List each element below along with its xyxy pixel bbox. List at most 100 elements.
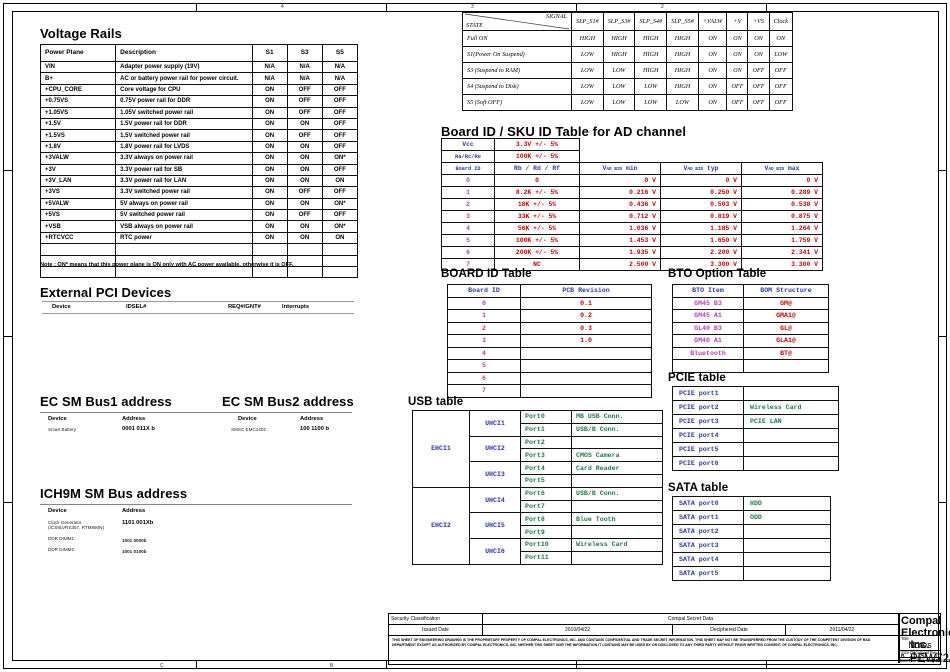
board-id-cell: 1 (447, 309, 521, 323)
table-cell: ON (251, 186, 288, 199)
zone-label: 4 (281, 4, 284, 10)
table-row: EHCI1 UHCI1 Port0 MB USB Conn. (412, 410, 663, 488)
col-header-reqgnt: REQ#/GNT# (228, 304, 261, 310)
uhci-cell: UHCI1 (469, 410, 521, 437)
vad-typ-cell: 0 V (660, 174, 742, 187)
table-cell: OFF (321, 106, 359, 119)
pcb-revision-cell (520, 371, 652, 385)
state-label: S3 (Suspend to RAM) (462, 62, 572, 79)
divider (899, 650, 940, 651)
pcb-revision-cell: 0.2 (520, 309, 652, 323)
table-cell: +0.75VS (39, 95, 117, 108)
board-id-cell: 1 (441, 186, 495, 199)
port-cell: Port1 (520, 422, 572, 437)
pcie-device-cell (743, 442, 839, 457)
table-row: SATA port3 (672, 538, 831, 553)
col-header-board-id: Board ID (441, 162, 495, 175)
ec-bus1-col-device: Device (48, 416, 67, 422)
frame-tick (938, 170, 947, 171)
table-row: UHCI6 Port10 Wireless Card (413, 537, 663, 565)
table-cell: +CPU_CORE (39, 83, 117, 97)
table-row: PCIE port2 Wireless Card (672, 400, 839, 415)
table-cell: ON (251, 209, 288, 222)
board-id-table: Board ID PCB Revision 0 0.1 1 0.2 2 0.3 3 1.0 4 5 6 7 (447, 284, 652, 398)
sata-device-cell (743, 524, 831, 539)
resistor-cell: 18K +/- 5% (494, 198, 580, 211)
port-cell: Port0 (520, 410, 572, 424)
board-id-cell: 6 (441, 246, 495, 259)
vad-min-cell: 1.935 V (579, 246, 661, 259)
ich9m-address-1: 1001 0000b (122, 538, 147, 543)
table-cell: ON (286, 231, 323, 245)
table-row: +CPU_CORE Core voltage for CPU ON OFF OFF (39, 83, 359, 97)
table-cell: HIGH (634, 62, 668, 79)
pcie-device-cell (743, 428, 839, 443)
table-cell: +3V (39, 163, 117, 176)
board-id-cell: 3 (447, 334, 521, 348)
port-desc-cell: Blue Tooth (571, 512, 663, 527)
port-desc-cell (571, 435, 663, 450)
table-row: PCIE port6 (672, 456, 839, 471)
table-header-row: Board ID Rb / Rd / Rf VAD_BID min VAD_BID t… (441, 162, 823, 175)
table-cell: 1.5V power rail for DDR (115, 117, 253, 131)
table-row: +RTCVCC RTC power ON ON ON (39, 231, 359, 245)
table-cell: ON (321, 231, 359, 245)
frame-tick (938, 502, 947, 503)
board-id-cell: 5 (447, 359, 521, 373)
table-cell: +1.05VS (39, 106, 117, 119)
bom-structure-cell: BT@ (743, 346, 829, 360)
table-cell: HIGH (634, 46, 668, 63)
table-cell: 5V switched power rail (115, 209, 253, 222)
table-cell: VSB always on power rail (115, 220, 253, 233)
table-cell: ON (286, 220, 323, 233)
table-cell: LOW (634, 78, 668, 95)
table-cell: 3.3V always on power rail (115, 152, 253, 165)
table-cell: 3.3V switched power rail (115, 186, 253, 199)
table-cell: OFF (768, 62, 793, 79)
table-row: Port11 (413, 550, 663, 565)
corner-row-label: STATE (466, 22, 483, 29)
table-cell: Core voltage for CPU (115, 83, 253, 97)
port-cell: Port9 (520, 525, 572, 539)
table-cell: OFF (286, 106, 323, 119)
port-desc-cell (571, 550, 663, 565)
table-cell: LOW (602, 78, 636, 95)
table-row: GM45 B3 GM@ (672, 296, 829, 310)
table-cell: ON (251, 95, 288, 108)
table-row: 2 18K +/- 5% 0.436 V 0.503 V 0.538 V (441, 198, 823, 211)
table-cell: ON (321, 174, 359, 188)
table-row: S1(Power On Suspend) LOW HIGH HIGH HIGH ON ON O… (462, 46, 793, 63)
table-row (39, 243, 359, 256)
uhci-cell: UHCI2 (469, 435, 521, 463)
resistor-cell: 0 (494, 174, 580, 187)
bto-item-cell: GM40 A1 (672, 334, 744, 348)
resistor-cell: NC (494, 258, 580, 271)
table-row: 7 NC 2.500 V 3.300 V 3.300 V (441, 258, 823, 271)
state-label: S4 (Suspend to Disk) (462, 78, 572, 95)
table-cell (321, 254, 359, 268)
table-row: Port7 (413, 499, 663, 514)
corner-header: STATE SIGNAL (462, 12, 572, 31)
table-cell: 0.75V power rail for DDR (115, 95, 253, 108)
board-id-cell: 2 (447, 321, 521, 335)
ra-value: 100K +/- 5% (494, 150, 580, 163)
col-header: PCB Revision (520, 284, 652, 298)
table-cell: OFF (286, 129, 323, 142)
col-header: Description (115, 44, 253, 62)
table-cell: ON* (321, 220, 359, 233)
table-row: 3 33K +/- 5% 0.712 V 0.819 V 0.875 V (441, 210, 823, 223)
table-cell: ON (286, 163, 323, 176)
port-cell: Port8 (520, 512, 572, 527)
table-cell: ON (286, 117, 323, 131)
port-desc-cell: USB/B Conn. (571, 486, 663, 501)
frame-tick (576, 3, 577, 12)
port-desc-cell: MB USB Conn. (571, 410, 663, 424)
table-header-row: STATE SIGNAL SLP_S1# SLP_S3# SLP_S4# SLP_S5# +… (462, 12, 793, 31)
table-cell: N/A (321, 72, 359, 85)
table-cell: HIGH (602, 30, 636, 47)
vad-typ-cell: 0.250 V (660, 186, 742, 199)
deciphered-date-value: 2011/04/22 (786, 625, 899, 636)
table-cell (286, 243, 323, 256)
port-cell: Port3 (520, 448, 572, 463)
table-cell: HIGH (571, 30, 604, 47)
